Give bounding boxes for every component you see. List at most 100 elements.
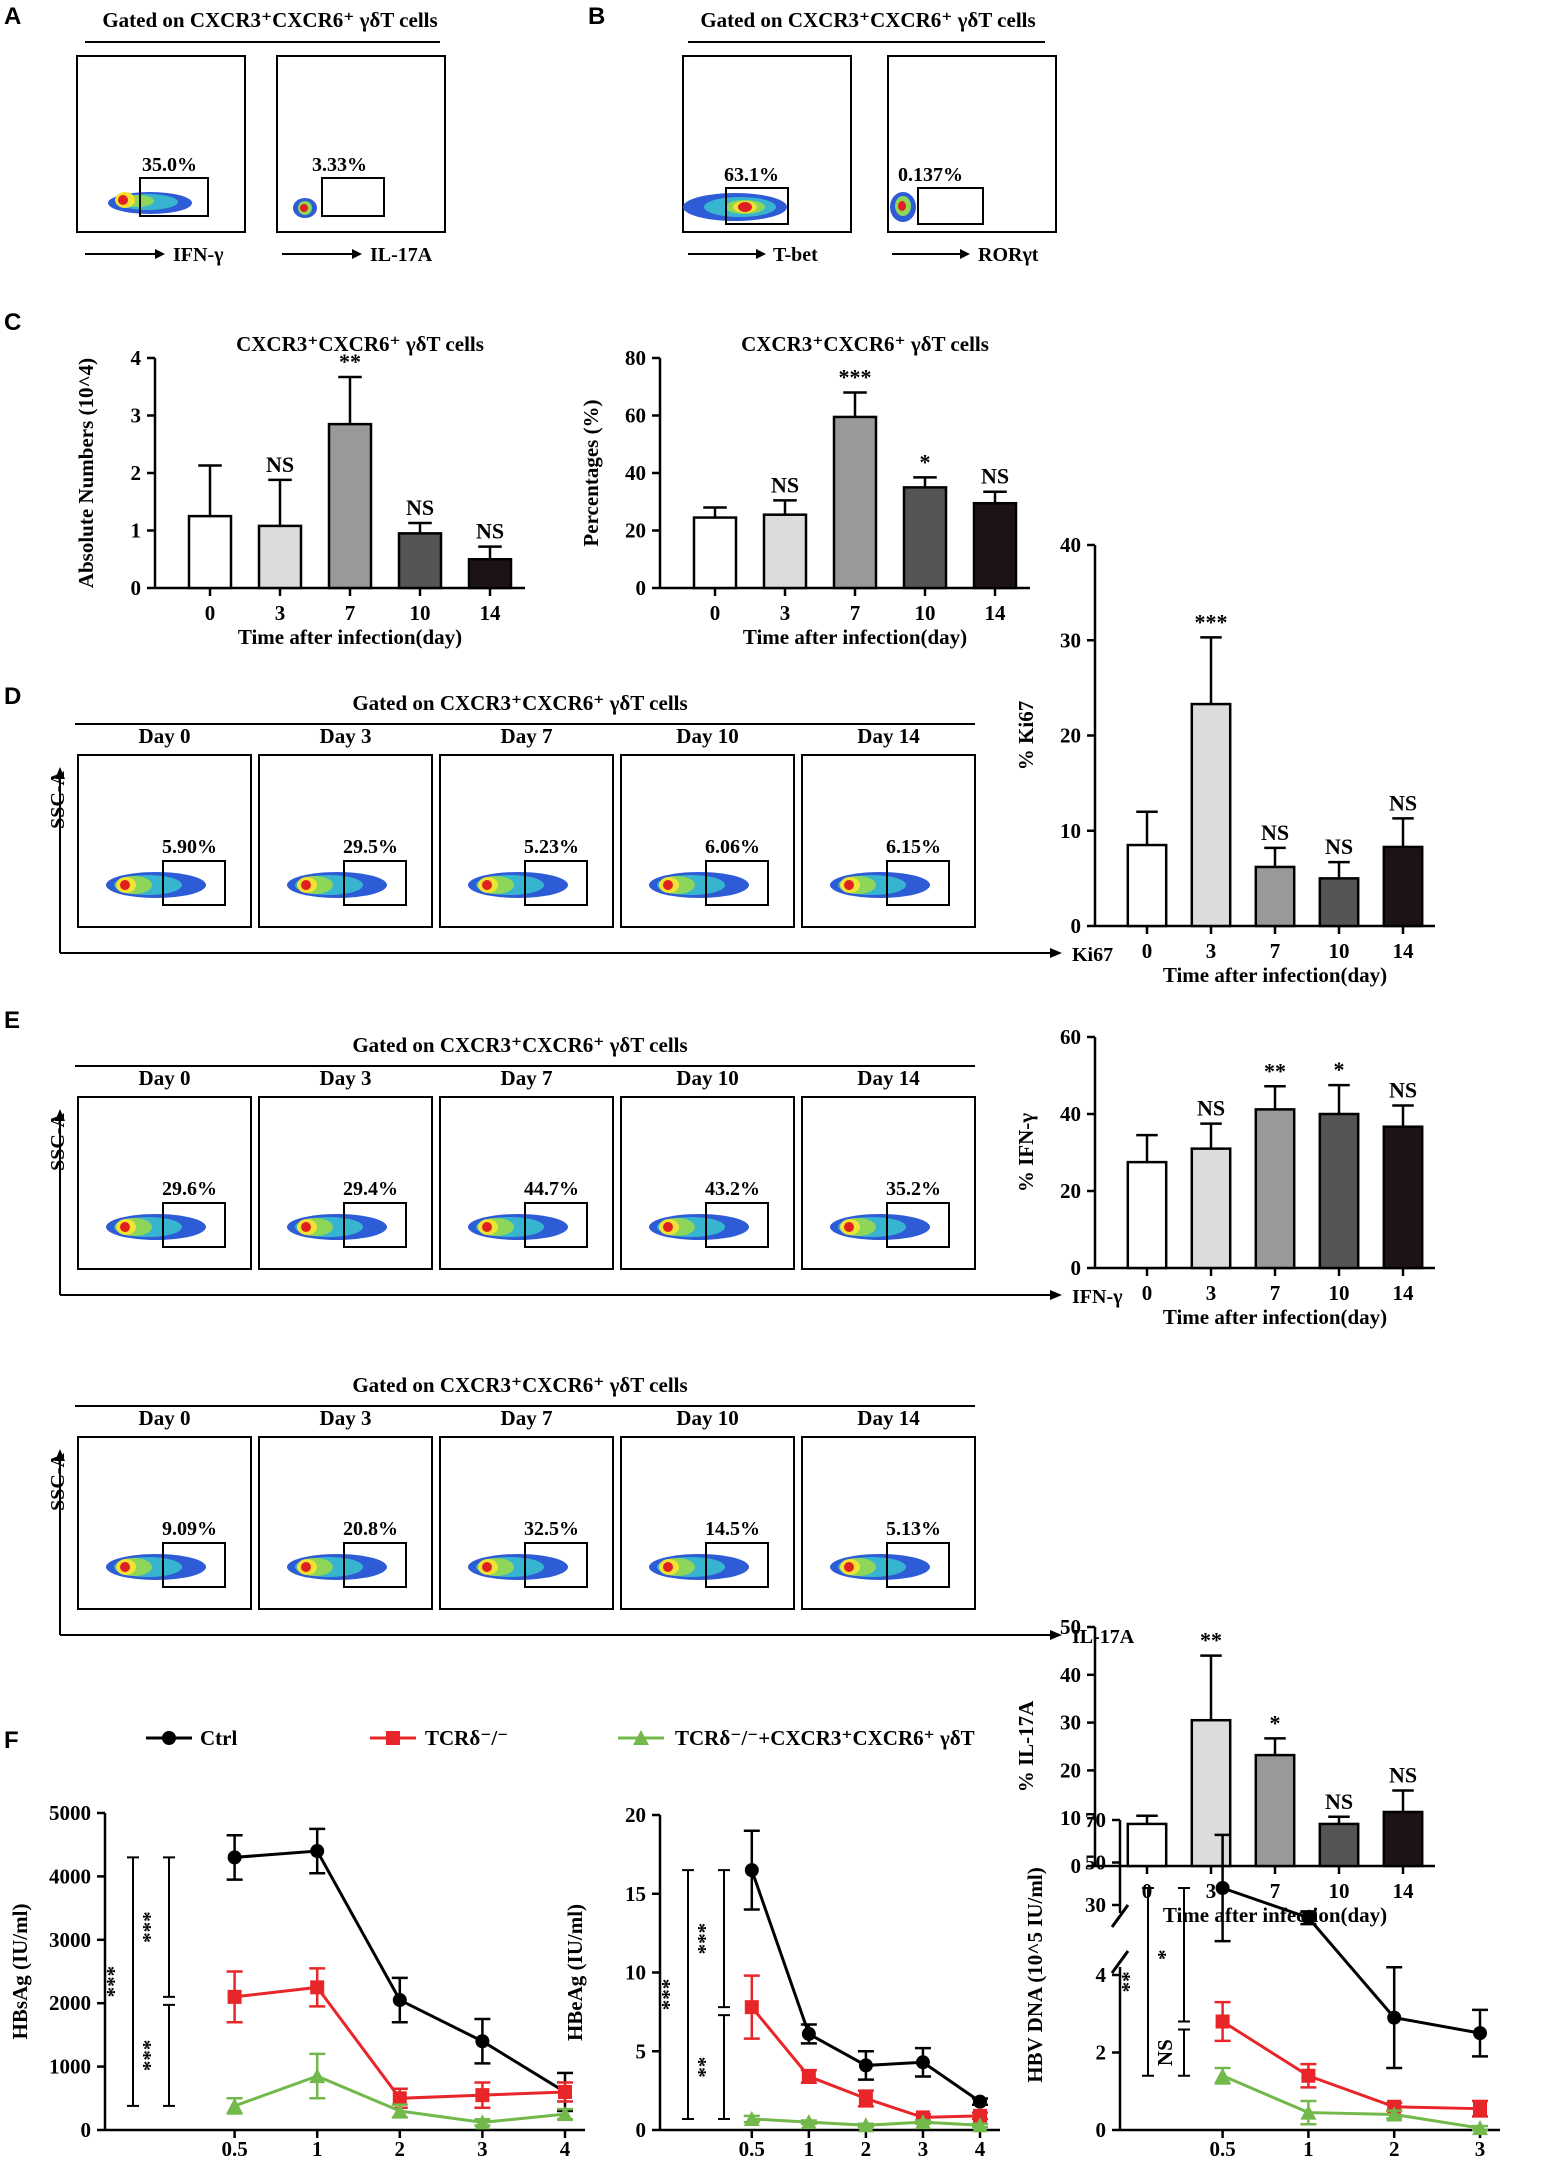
flow-percent: 5.90% [162,836,217,858]
flow-rows-layer: Gated on CXCR3⁺CXCR6⁺ γδT cells SSC-A Ki67… [47,691,1135,1648]
day-label: Day 10 [676,724,738,748]
bar [1126,1160,1168,1270]
arrow-head [55,767,65,779]
series-line [1222,1886,1481,2035]
flow-blob [106,1214,206,1240]
panel-b-gate-title: Gated on CXCR3⁺CXCR6⁺ γδT cells [700,8,1035,32]
day-label: Day 3 [320,724,372,748]
bar [902,486,948,590]
flow-x-label: IFN-γ [1072,1286,1123,1308]
y-axis-title: Percentages (%) [579,399,603,546]
flow-gate [321,177,385,217]
day-label: Day 14 [857,724,920,748]
flow-gate [917,187,984,225]
data-point [392,1993,407,2008]
data-point [558,2084,572,2099]
flow-row-panel_e1: Gated on CXCR3⁺CXCR6⁺ γδT cells SSC-A IFN-… [47,1033,1123,1308]
x-tick-label: 14 [985,601,1007,625]
flow-percent: 0.137% [898,164,963,186]
series-line [234,1849,566,2094]
data-point [1473,2026,1487,2041]
y-tick-label: 15 [625,1882,646,1906]
x-axis-title: Time after infection(day) [1163,963,1387,987]
flow-axis-label: IFN-γ [173,244,224,266]
data-point [474,2114,491,2130]
bar [762,513,808,590]
flow-frame [258,1436,433,1610]
y-tick-label: 2000 [49,1991,91,2015]
flow-frame [439,1096,614,1270]
bar [1126,843,1168,928]
flow-percent: 5.23% [524,836,579,858]
flow-gate [524,860,588,906]
bracket-label: NS [1153,2039,1177,2066]
flow-frame [887,55,1057,233]
bar-chart-c_abs: 0 1 2 3 4 0 3 NS 7 ** 10 NS 14 NS Time after infection… [74,332,525,649]
x-tick-label: 1 [312,2137,323,2158]
flow-blob [106,1554,206,1580]
y-tick-label: 5000 [49,1801,91,1825]
flow-percent: 3.33% [312,154,367,176]
significance-label: NS [1197,1096,1225,1121]
y-tick-label: 20 [625,519,646,543]
y-tick-label: 0 [1071,1854,1082,1878]
flow-gate [162,860,226,906]
significance-label: * [1270,1710,1281,1735]
y-tick-label: 70 [1085,1808,1106,1832]
arrow-head [1050,948,1062,958]
data-point [1387,2010,1402,2025]
data-point [743,2110,760,2126]
y-axis-title: % IL-17A [1014,1700,1038,1792]
flow-frame [682,55,852,233]
flow-frame [77,754,252,928]
flow-x-label: IL-17A [1072,1626,1135,1648]
flow-blob [468,1554,568,1580]
day-label: Day 14 [857,1406,920,1430]
legend-transfer: TCRδ⁻/⁻+CXCR3⁺CXCR6⁺ γδT [675,1726,975,1750]
series-1 [1214,2000,1488,2118]
y-tick-label: 3000 [49,1928,91,1952]
gate-title: Gated on CXCR3⁺CXCR6⁺ γδT cells [352,1373,687,1397]
x-tick-label: 0 [1142,1281,1153,1305]
bar [1254,865,1296,928]
flow-blob [649,872,749,898]
chart-title: CXCR3⁺CXCR6⁺ γδT cells [236,332,484,356]
flow-blob [830,872,930,898]
x-tick-label: 3 [477,2137,488,2158]
data-point [309,2068,326,2084]
flow-x-label: Ki67 [1072,944,1113,966]
flow-blob [830,1214,930,1240]
bracket-label: *** [102,1966,126,1998]
x-tick-label: 7 [1270,939,1281,963]
bar [327,422,373,590]
flow-percent: 6.06% [705,836,760,858]
data-point [800,2114,817,2130]
x-axis-title: Time after infection(day) [1163,1305,1387,1329]
significance-brackets: *** *** *** [102,1856,175,2107]
flow-frame [76,55,246,233]
bracket-label: *** [693,1923,717,1955]
significance-label: NS [1325,834,1353,859]
flow-gate [524,1202,588,1248]
flow-frame [258,1096,433,1270]
arrow-head [55,1109,65,1121]
bar-chart-c_pct: 0 20 40 60 80 0 3 NS 7 *** 10 * 14 NS Time after infec… [579,332,1030,649]
bar-chart-d_ki67: 0 10 20 30 40 0 3 *** 7 NS 10 NS 14 NS Time after infe… [1014,533,1435,987]
y-tick-label: 2 [131,461,142,485]
axis-break [1110,1904,1130,1928]
day-label: Day 10 [676,1406,738,1430]
significance-label: NS [771,472,799,497]
data-point [744,1863,759,1878]
flow-frame [258,754,433,928]
significance-label: ** [1264,1058,1286,1083]
flow-gate [343,860,407,906]
y-axis-title: % IFN-γ [1014,1113,1038,1192]
flow-gate [886,1542,950,1588]
panel-a-plot-ifng: 35.0% [76,55,246,233]
y-tick-label: 0 [636,576,647,600]
x-tick-label: 0 [205,601,216,625]
flow-blob [468,1214,568,1240]
bar [1254,1108,1296,1270]
